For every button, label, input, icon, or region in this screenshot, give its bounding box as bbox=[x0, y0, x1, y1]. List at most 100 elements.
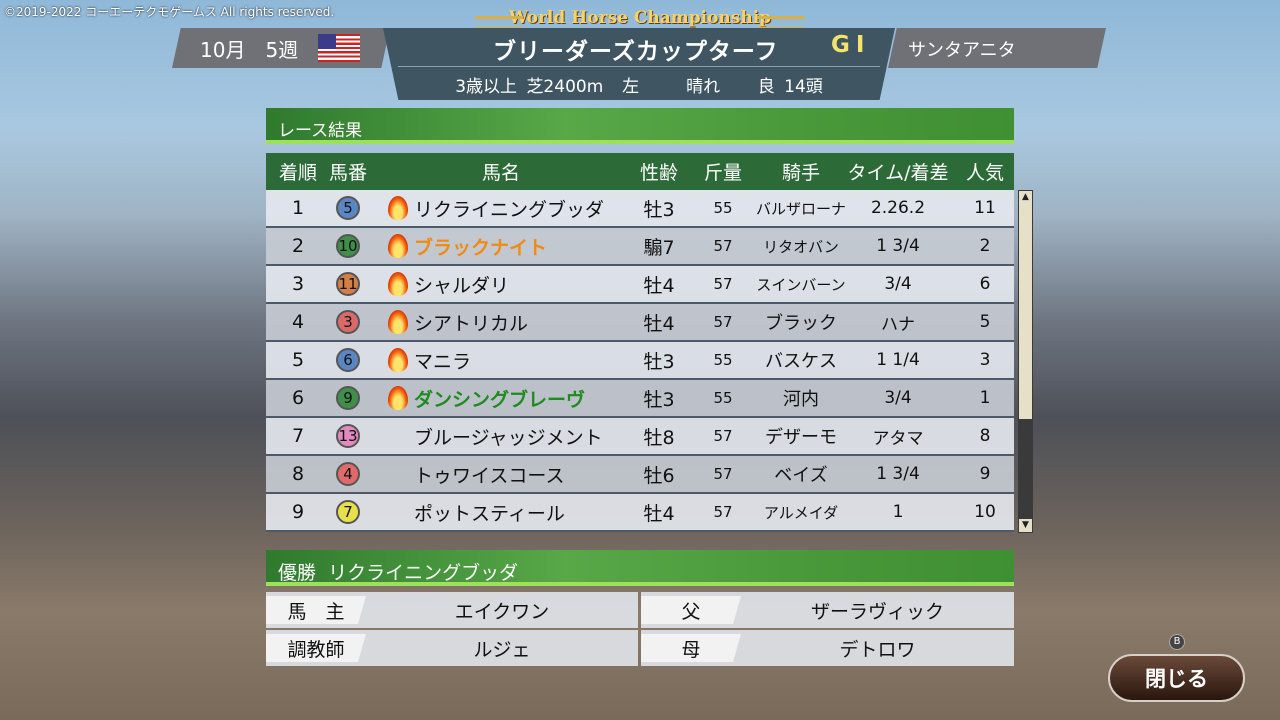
horse-number-badge: 3 bbox=[336, 310, 360, 334]
results-table-header: 着順 馬番 馬名 性齢 斤量 騎手 タイム/着差 人気 bbox=[266, 153, 1014, 190]
scrollbar-thumb[interactable] bbox=[1019, 204, 1032, 419]
horse-number-badge: 13 bbox=[336, 424, 360, 448]
flame-icon bbox=[388, 386, 408, 410]
popularity: 2 bbox=[979, 236, 991, 256]
horse-name: ブラックナイト bbox=[414, 236, 548, 259]
sire-label: 父 bbox=[641, 596, 741, 624]
horse-name: ポットスティール bbox=[414, 502, 565, 525]
us-flag-icon bbox=[318, 34, 361, 62]
table-row[interactable]: 5 6 マニラ 牡3 55 バスケス 1 1/4 3 bbox=[266, 342, 1014, 380]
weather: 晴れ bbox=[686, 77, 721, 97]
jockey: バルザローナ bbox=[756, 199, 847, 218]
dam-row: 母 デトロワ bbox=[641, 630, 1014, 666]
sex-age: 牡4 bbox=[643, 502, 675, 525]
position: 8 bbox=[291, 463, 305, 485]
popularity: 9 bbox=[979, 464, 991, 484]
table-row[interactable]: 1 5 リクライニングブッダ 牡3 55 バルザローナ 2.26.2 11 bbox=[266, 190, 1014, 228]
horse-number-badge: 4 bbox=[336, 462, 360, 486]
results-table-body: 1 5 リクライニングブッダ 牡3 55 バルザローナ 2.26.2 11 2 1… bbox=[266, 190, 1014, 532]
col-sex-age: 性齢 bbox=[639, 162, 678, 184]
b-button-icon: B bbox=[1169, 634, 1185, 650]
jockey: スインバーン bbox=[756, 275, 846, 294]
scroll-up-icon[interactable]: ▲ bbox=[1019, 191, 1032, 204]
time-margin: 3/4 bbox=[884, 274, 912, 294]
popularity: 6 bbox=[979, 274, 991, 294]
popularity: 8 bbox=[979, 426, 991, 446]
sire-row: 父 ザーラヴィック bbox=[641, 592, 1014, 628]
jockey: ブラック bbox=[765, 313, 837, 334]
horse-number-badge: 6 bbox=[336, 348, 360, 372]
carried-weight: 55 bbox=[713, 199, 733, 217]
horse-number-cell: 13 bbox=[324, 418, 372, 454]
horse-name: シアトリカル bbox=[414, 312, 529, 335]
flame-icon bbox=[388, 196, 408, 220]
table-row[interactable]: 4 3 シアトリカル 牡4 57 ブラック ハナ 5 bbox=[266, 304, 1014, 342]
horse-number-badge: 9 bbox=[336, 386, 360, 410]
owner-value: エイクワン bbox=[454, 600, 550, 623]
position: 6 bbox=[291, 387, 305, 409]
sex-age: 牡4 bbox=[643, 312, 675, 335]
horse-name: マニラ bbox=[414, 350, 472, 373]
position: 5 bbox=[291, 349, 305, 371]
horse-number-badge: 11 bbox=[336, 272, 360, 296]
week: 5週 bbox=[265, 37, 299, 62]
results-section-title: レース結果 bbox=[266, 108, 1014, 144]
trainer-row: 調教師 ルジェ bbox=[266, 630, 638, 666]
col-weight: 斤量 bbox=[703, 162, 742, 184]
race-info-panel: ブリーダーズカップターフ GⅠ 3歳以上 芝2400m 左 晴れ 良 14頭 bbox=[383, 28, 895, 100]
time-margin: 3/4 bbox=[884, 388, 912, 408]
flame-cell bbox=[386, 266, 410, 302]
jockey: ベイズ bbox=[774, 465, 828, 486]
divider bbox=[398, 66, 880, 67]
popularity: 10 bbox=[974, 502, 996, 522]
scroll-down-icon[interactable]: ▼ bbox=[1019, 519, 1032, 532]
jockey: リタオバン bbox=[763, 237, 839, 256]
dam-value: デトロワ bbox=[839, 638, 916, 661]
table-row[interactable]: 6 9 ダンシングブレーヴ 牡3 55 河内 3/4 1 bbox=[266, 380, 1014, 418]
horse-number-cell: 6 bbox=[324, 342, 372, 378]
trainer-value: ルジェ bbox=[473, 638, 531, 661]
winner-banner: 優勝 リクライニングブッダ bbox=[266, 550, 1014, 586]
carried-weight: 55 bbox=[713, 389, 733, 407]
copyright: ©2019-2022 コーエーテクモゲームス All rights reserv… bbox=[4, 5, 335, 19]
age-condition: 3歳以上 bbox=[455, 77, 518, 97]
scrollbar[interactable]: ▲ ▼ bbox=[1018, 190, 1033, 533]
carried-weight: 57 bbox=[713, 465, 733, 483]
horse-number-badge: 10 bbox=[336, 234, 360, 258]
race-grade: GⅠ bbox=[831, 32, 871, 58]
sex-age: 牡6 bbox=[643, 464, 675, 487]
horse-number-badge: 7 bbox=[336, 500, 360, 524]
going: 良 bbox=[757, 77, 775, 97]
table-row[interactable]: 8 4 トゥワイスコース 牡6 57 ベイズ 1 3/4 9 bbox=[266, 456, 1014, 494]
jockey: アルメイダ bbox=[763, 503, 839, 522]
horse-name: トゥワイスコース bbox=[414, 464, 565, 487]
horse-number-cell: 7 bbox=[324, 494, 372, 530]
time-margin: 1 bbox=[892, 502, 904, 522]
time-margin: 1 3/4 bbox=[876, 464, 920, 484]
table-row[interactable]: 7 13 ブルージャッジメント 牡8 57 デザーモ アタマ 8 bbox=[266, 418, 1014, 456]
popularity: 1 bbox=[979, 388, 991, 408]
col-popularity: 人気 bbox=[965, 162, 1004, 184]
col-position: 着順 bbox=[278, 162, 317, 184]
direction: 左 bbox=[622, 77, 640, 97]
col-number: 馬番 bbox=[328, 162, 367, 184]
table-row[interactable]: 3 11 シャルダリ 牡4 57 スインバーン 3/4 6 bbox=[266, 266, 1014, 304]
position: 9 bbox=[291, 501, 305, 523]
date-panel: 10月 5週 bbox=[172, 28, 390, 68]
sex-age: 牡3 bbox=[643, 350, 675, 373]
carried-weight: 57 bbox=[713, 313, 733, 331]
sex-age: 騸7 bbox=[643, 236, 675, 259]
table-row[interactable]: 9 7 ポットスティール 牡4 57 アルメイダ 1 10 bbox=[266, 494, 1014, 532]
close-button[interactable]: 閉じる bbox=[1108, 654, 1245, 702]
time-margin: アタマ bbox=[872, 428, 924, 449]
flame-icon bbox=[388, 348, 408, 372]
surface-distance: 芝2400m bbox=[526, 77, 604, 97]
time-margin: ハナ bbox=[881, 314, 915, 335]
table-row[interactable]: 2 10 ブラックナイト 騸7 57 リタオバン 1 3/4 2 bbox=[266, 228, 1014, 266]
horse-name: ダンシングブレーヴ bbox=[414, 388, 586, 411]
flame-icon bbox=[388, 234, 408, 258]
race-name: ブリーダーズカップターフ bbox=[493, 39, 779, 65]
horse-number-cell: 5 bbox=[324, 190, 372, 226]
owner-row: 馬 主 エイクワン bbox=[266, 592, 638, 628]
horse-number-cell: 3 bbox=[324, 304, 372, 340]
